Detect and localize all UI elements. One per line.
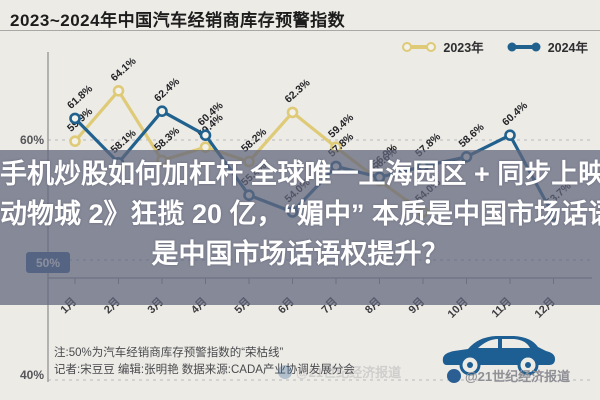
data-point-marker — [286, 106, 299, 119]
watermark-logo-icon — [278, 364, 292, 379]
watermark-logo-icon — [447, 368, 461, 383]
data-point-label: 62.4% — [152, 75, 183, 104]
legend-item-2023: 2023年 — [401, 37, 484, 56]
data-point-marker — [199, 129, 212, 141]
data-point-marker — [69, 135, 81, 147]
title-divider — [0, 30, 600, 31]
headline-overlay: 手机炒股如何加杠杆 全球唯一上海园区 + 同步上映 动物城 2》狂揽 20 亿，… — [0, 150, 600, 305]
y-axis-label-60: 60% — [19, 133, 44, 147]
data-point-label: 61.8% — [65, 82, 96, 111]
data-point-label: 62.3% — [282, 76, 313, 105]
data-point-label: 64.1% — [108, 55, 139, 84]
data-point-marker — [69, 112, 81, 125]
page-title: 2023~2024年中国汽车经销商库存预警指数 — [10, 11, 346, 30]
data-point-marker — [156, 105, 168, 117]
y-axis-label-40: 40% — [19, 368, 44, 382]
watermark-center: @21世纪经济报道 — [278, 362, 401, 381]
headline-line-1: 手机炒股如何加杠杆 全球唯一上海园区 + 同步上映 — [0, 159, 600, 189]
watermark-right-text: @21世纪经济报道 — [465, 369, 571, 384]
legend-2024-line-icon — [507, 42, 541, 51]
watermark-center-text: @21世纪经济报道 — [296, 365, 402, 380]
chart-footnote: 注:50%为汽车经销商库存预警指数的“荣枯线” — [54, 347, 284, 359]
headline-line-3: 是中国市场话语权提升？ — [151, 239, 449, 269]
chart-legend: 2023年 2024年 — [401, 37, 588, 56]
data-point-label: 58.6% — [456, 121, 487, 150]
legend-2023-line-icon — [402, 41, 437, 52]
watermark-right: @21世纪经济报道 — [447, 366, 570, 385]
credits-line: 记者:宋豆豆 编辑:张明艳 数据来源:CADA产业协调发展分会 — [54, 364, 355, 376]
legend-item-2024: 2024年 — [506, 37, 588, 56]
legend-2023-label: 2023年 — [443, 41, 484, 55]
legend-2024-label: 2024年 — [547, 41, 588, 55]
car-icon — [438, 328, 560, 376]
data-point-marker — [504, 129, 516, 141]
data-point-label: 60.4% — [500, 99, 531, 128]
headline-line-2: 动物城 2》狂揽 20 亿，“媚中” 本质是中国市场话语 — [0, 199, 600, 229]
data-point-marker — [112, 85, 125, 97]
